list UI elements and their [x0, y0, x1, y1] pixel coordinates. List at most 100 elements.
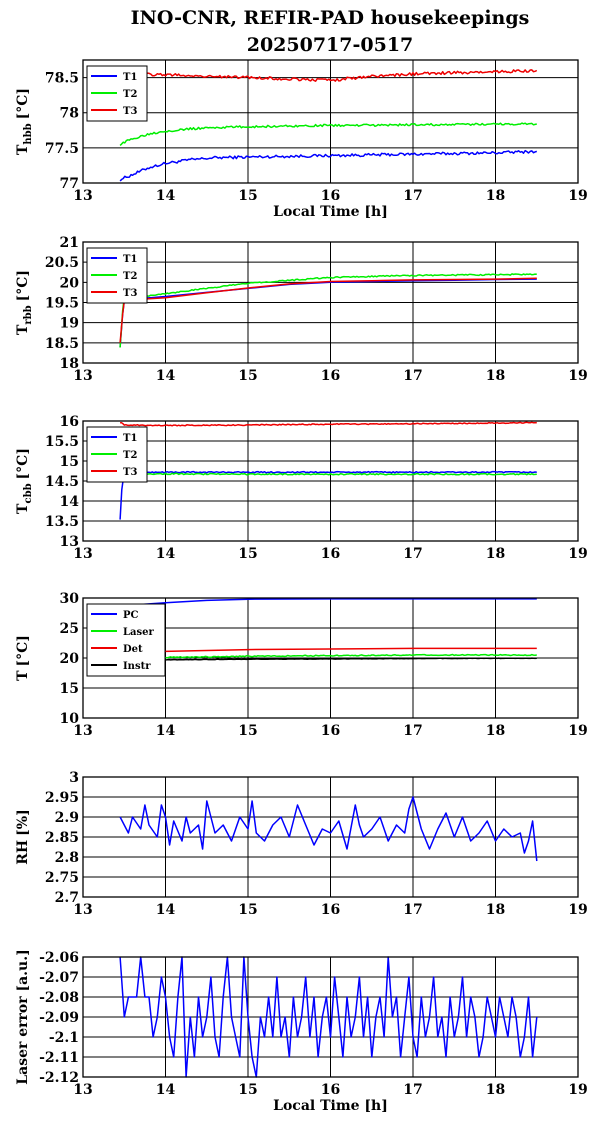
- series-line-main: [119, 796, 538, 862]
- y-axis-label: RH[%]: [15, 809, 31, 864]
- x-tick-label: 14: [156, 723, 176, 739]
- legend-label: T2: [123, 450, 137, 461]
- plot-frame: [82, 59, 579, 184]
- y-tick-label: 20: [60, 275, 80, 291]
- series-line-t2: [119, 273, 537, 348]
- y-tick-label: 77: [60, 176, 79, 192]
- legend-label: T3: [123, 467, 137, 478]
- plot-frame: [82, 597, 579, 719]
- plot-frame: [82, 420, 579, 542]
- series-line-t2: [119, 122, 537, 146]
- y-tick-label: -2.08: [39, 990, 79, 1006]
- legend-label: T2: [123, 271, 137, 282]
- x-tick-label: 13: [73, 902, 92, 918]
- y-axis-label: Laser error [a.u.]: [15, 949, 31, 1084]
- series-line-laser: [119, 653, 537, 660]
- x-tick-label: 19: [568, 723, 587, 739]
- y-tick-label: 78: [60, 106, 79, 122]
- x-tick-label: 15: [238, 546, 257, 562]
- chart-panel-temps: 13 14 15 16 17 18 19 10 15 20 25 30 T[°C] PC Laser Det I…: [15, 591, 588, 739]
- y-tick-label: 21: [60, 235, 79, 251]
- plot-frame: [82, 776, 579, 898]
- x-tick-label: 16: [321, 902, 340, 918]
- y-tick-label: -2.07: [39, 970, 79, 986]
- y-tick-label: 18.5: [45, 336, 79, 352]
- y-tick-label: 25: [60, 621, 79, 637]
- x-tick-label: 17: [403, 188, 422, 204]
- y-axis-label: Thbb[°C]: [15, 88, 34, 155]
- legend: T1 T2 T3: [86, 65, 148, 122]
- y-tick-label: 19: [60, 316, 79, 332]
- series-line-t1: [119, 470, 537, 520]
- x-tick-label: 15: [238, 368, 257, 384]
- x-tick-label: 18: [486, 1082, 505, 1098]
- x-tick-label: 18: [486, 368, 505, 384]
- x-tick-label: 15: [238, 902, 257, 918]
- y-tick-label: 15.5: [45, 434, 79, 450]
- x-tick-label: 14: [156, 1082, 176, 1098]
- chart-panel-tcbb: 13 14 15 16 17 18 19 13 13.5 14 14.5 15 15.5 16 Tcbb[°…: [15, 414, 588, 562]
- series-line-pc: [120, 598, 537, 607]
- x-axis-label: Local Time [h]: [273, 1098, 388, 1114]
- y-tick-label: 2.85: [45, 830, 79, 846]
- legend: PC Laser Det Instr: [86, 603, 166, 677]
- x-axis-label: Local Time [h]: [273, 204, 388, 220]
- y-tick-label: 14: [60, 494, 80, 510]
- y-tick-label: 78.5: [45, 71, 79, 87]
- legend-label: Laser: [123, 627, 155, 638]
- legend-label: Det: [123, 644, 143, 655]
- panels: 13 14 15 16 17 18 19 77 77.5 78 78.5 Local Time [h]…: [15, 59, 588, 1114]
- legend-label: Instr: [123, 661, 151, 672]
- series-line-t1: [119, 278, 537, 347]
- y-tick-label: 2.75: [45, 870, 79, 886]
- x-tick-label: 16: [321, 188, 340, 204]
- y-tick-label: 2.7: [55, 890, 79, 906]
- x-tick-label: 13: [73, 188, 92, 204]
- y-tick-label: 14.5: [45, 474, 79, 490]
- y-tick-label: 13: [60, 534, 79, 550]
- y-tick-label: 16: [60, 414, 79, 430]
- x-tick-label: 18: [486, 902, 505, 918]
- y-tick-label: 18: [60, 356, 79, 372]
- legend-label: PC: [123, 610, 139, 621]
- y-tick-label: -2.12: [39, 1070, 79, 1086]
- figure-title-line2: 20250717-0517: [247, 34, 414, 56]
- x-tick-label: 19: [568, 546, 587, 562]
- x-tick-label: 14: [156, 902, 176, 918]
- x-tick-label: 17: [403, 723, 422, 739]
- x-tick-label: 14: [156, 188, 176, 204]
- y-tick-label: -2.06: [39, 950, 79, 966]
- series-line-instr: [119, 657, 537, 662]
- legend-label: T2: [123, 89, 137, 100]
- y-tick-label: 2.95: [45, 790, 79, 806]
- legend-label: T1: [123, 433, 137, 444]
- x-tick-label: 14: [156, 546, 176, 562]
- legend-label: T1: [123, 72, 137, 83]
- y-tick-label: 20: [60, 651, 80, 667]
- x-tick-label: 18: [486, 188, 505, 204]
- x-tick-label: 19: [568, 368, 587, 384]
- x-tick-label: 17: [403, 1082, 422, 1098]
- x-tick-label: 18: [486, 723, 505, 739]
- x-tick-label: 17: [403, 368, 422, 384]
- x-tick-label: 13: [73, 368, 92, 384]
- series-line-det: [120, 647, 537, 654]
- x-tick-label: 17: [403, 546, 422, 562]
- plot-frame: [82, 956, 579, 1078]
- y-tick-label: 10: [60, 711, 80, 727]
- y-axis-label: Trbb[°C]: [15, 270, 34, 335]
- y-tick-label: -2.09: [39, 1010, 79, 1026]
- x-tick-label: 13: [73, 1082, 92, 1098]
- legend: T1 T2 T3: [86, 426, 148, 483]
- x-tick-label: 14: [156, 368, 176, 384]
- series-line-t3: [119, 277, 537, 343]
- y-tick-label: 2.8: [55, 850, 79, 866]
- series-line-t3: [120, 421, 537, 427]
- x-tick-label: 13: [73, 546, 92, 562]
- y-axis-label: Tcbb[°C]: [15, 448, 34, 514]
- series-line-t3: [119, 69, 538, 82]
- y-tick-label: -2.1: [49, 1030, 79, 1046]
- legend-label: T1: [123, 254, 137, 265]
- y-tick-label: -2.11: [39, 1050, 79, 1066]
